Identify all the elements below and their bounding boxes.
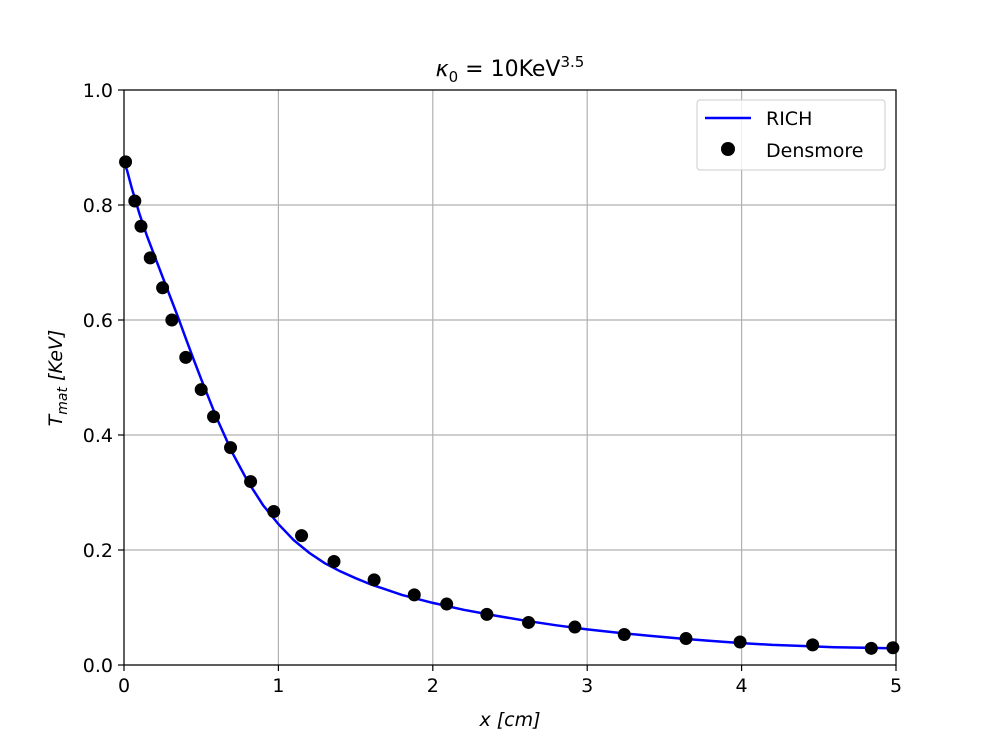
data-point-densmore — [194, 383, 208, 397]
y-tick-label: 0.6 — [83, 310, 113, 332]
data-point-densmore — [407, 588, 421, 602]
chart-title: κ0 = 10KeV3.5 — [436, 53, 585, 86]
y-tick-label: 0.0 — [83, 655, 113, 677]
data-point-densmore — [617, 628, 631, 642]
data-point-densmore — [207, 410, 221, 424]
data-point-densmore — [143, 251, 157, 265]
legend-label-rich: RICH — [766, 108, 812, 130]
y-tick-label: 0.4 — [83, 425, 113, 447]
data-point-densmore — [522, 615, 536, 629]
x-axis-label: x [cm] — [478, 709, 540, 731]
data-point-densmore — [179, 350, 193, 364]
data-point-densmore — [367, 573, 381, 587]
data-point-densmore — [327, 555, 341, 568]
data-point-densmore — [480, 607, 494, 621]
data-point-densmore — [679, 632, 693, 646]
series-rich — [122, 161, 897, 650]
y-axis-label: Tmat [KeV] — [45, 330, 71, 427]
data-point-densmore — [128, 194, 142, 208]
data-point-densmore — [165, 313, 179, 327]
grid — [123, 89, 897, 666]
axis-ticks: 0 1 2 3 4 5 0.0 0.2 0.4 0.6 0.8 1.0 — [83, 80, 902, 697]
x-tick-label: 1 — [272, 675, 284, 697]
data-point-densmore — [224, 441, 238, 455]
x-tick-label: 5 — [890, 675, 902, 697]
legend: RICH Densmore — [696, 99, 886, 171]
x-tick-label: 2 — [427, 675, 439, 697]
data-point-densmore — [244, 475, 258, 489]
data-point-densmore — [134, 219, 148, 233]
data-point-densmore — [156, 281, 170, 295]
y-tick-label: 0.2 — [83, 540, 113, 562]
data-point-densmore — [440, 597, 454, 611]
series-line-rich — [122, 161, 897, 650]
data-point-densmore — [295, 529, 309, 543]
data-point-densmore — [733, 635, 747, 649]
x-tick-label: 3 — [581, 675, 593, 697]
x-tick-label: 0 — [118, 675, 130, 697]
data-point-densmore — [119, 155, 133, 169]
y-tick-label: 1.0 — [83, 80, 113, 102]
legend-label-densmore: Densmore — [766, 140, 863, 162]
y-tick-label: 0.8 — [83, 195, 113, 217]
data-point-densmore — [267, 504, 281, 518]
data-point-densmore — [886, 641, 900, 655]
legend-marker-icon — [721, 142, 735, 156]
data-point-densmore — [568, 620, 582, 634]
data-point-densmore — [806, 638, 820, 652]
x-tick-label: 4 — [736, 675, 748, 697]
series-densmore — [119, 155, 900, 655]
plot-frame — [123, 89, 897, 666]
data-point-densmore — [864, 641, 878, 655]
